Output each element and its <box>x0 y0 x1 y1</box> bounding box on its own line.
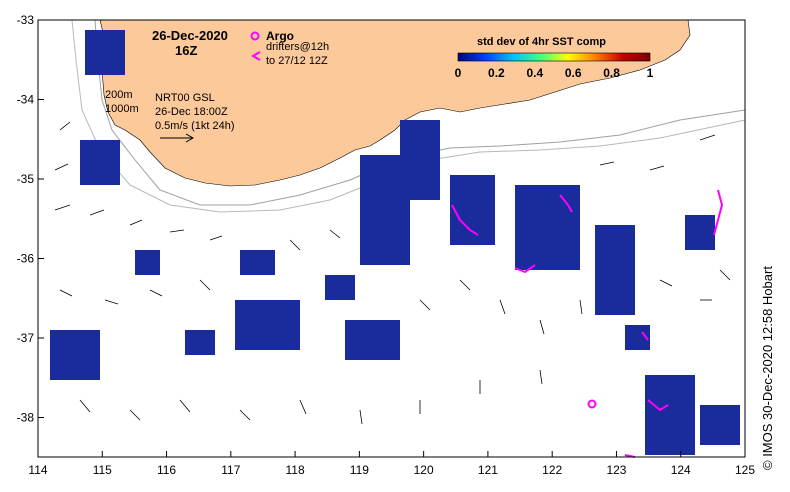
lon-tick-label: 123 <box>606 463 626 477</box>
argo-legend-icon <box>250 31 260 41</box>
lat-tick-label: -36 <box>17 252 35 266</box>
lat-tick-label: -38 <box>17 411 35 425</box>
current-scale-label: 0.5m/s (1kt 24h) <box>155 120 234 132</box>
drifter-legend-line2: to 27/12 12Z <box>266 55 328 67</box>
colorbar-tick-label: 0 <box>455 66 462 80</box>
current-time-label: 26-Dec 18:00Z <box>155 106 228 118</box>
lat-tick-label: -34 <box>17 93 35 107</box>
current-model-label: NRT00 GSL <box>155 92 215 104</box>
colorbar-ticks: 0 0.2 0.4 0.6 0.8 1 <box>455 66 654 80</box>
time-label: 16Z <box>175 43 197 58</box>
credit-label: © IMOS 30-Dec-2020 12:58 Hobart <box>760 266 775 470</box>
argo-legend-label: Argo <box>266 29 294 43</box>
colorbar-tick-label: 0.2 <box>488 66 505 80</box>
lon-tick-label: 117 <box>221 463 240 477</box>
lon-tick-label: 119 <box>350 463 369 477</box>
plot-frame <box>37 19 746 458</box>
contour-1000m <box>71 19 746 213</box>
lon-tick-label: 124 <box>671 463 691 477</box>
current-scale-arrow <box>160 133 195 143</box>
date-label: 26-Dec-2020 <box>152 28 228 43</box>
drifter-legend-line1: drifters@12h <box>266 41 329 53</box>
depth-label-1000m: 1000m <box>105 103 139 115</box>
colorbar-tick-label: 0.6 <box>565 66 582 80</box>
contour-200m <box>94 19 746 206</box>
sst-data-patches <box>50 30 740 455</box>
colorbar-tick-label: 0.8 <box>603 66 620 80</box>
lat-tick-label: -35 <box>17 172 35 186</box>
colorbar-tick-label: 0.4 <box>526 66 543 80</box>
argo-float <box>587 399 597 409</box>
lat-tick-label: -37 <box>17 331 35 345</box>
lon-tick-label: 115 <box>93 463 112 477</box>
lon-tick-label: 114 <box>28 463 47 477</box>
lon-tick-label: 118 <box>286 463 305 477</box>
lon-tick-label: 116 <box>157 463 176 477</box>
longitude-axis: 114 115 116 117 118 119 120 121 122 123 124 125 <box>28 451 755 477</box>
lon-tick-label: 121 <box>478 463 498 477</box>
lon-tick-label: 120 <box>414 463 434 477</box>
latitude-axis: -33 -34 -35 -36 -37 -38 <box>17 13 44 425</box>
drifter-legend-icon <box>250 51 261 61</box>
colorbar-title: std dev of 4hr SST comp <box>477 36 606 48</box>
depth-label-200m: 200m <box>105 89 133 101</box>
current-vectors <box>54 121 731 425</box>
colorbar-tick-label: 1 <box>647 66 654 80</box>
colorbar <box>457 52 651 62</box>
lon-tick-label: 125 <box>735 463 755 477</box>
lon-tick-label: 122 <box>542 463 562 477</box>
lat-tick-label: -33 <box>17 13 35 27</box>
land-mass <box>99 19 691 187</box>
